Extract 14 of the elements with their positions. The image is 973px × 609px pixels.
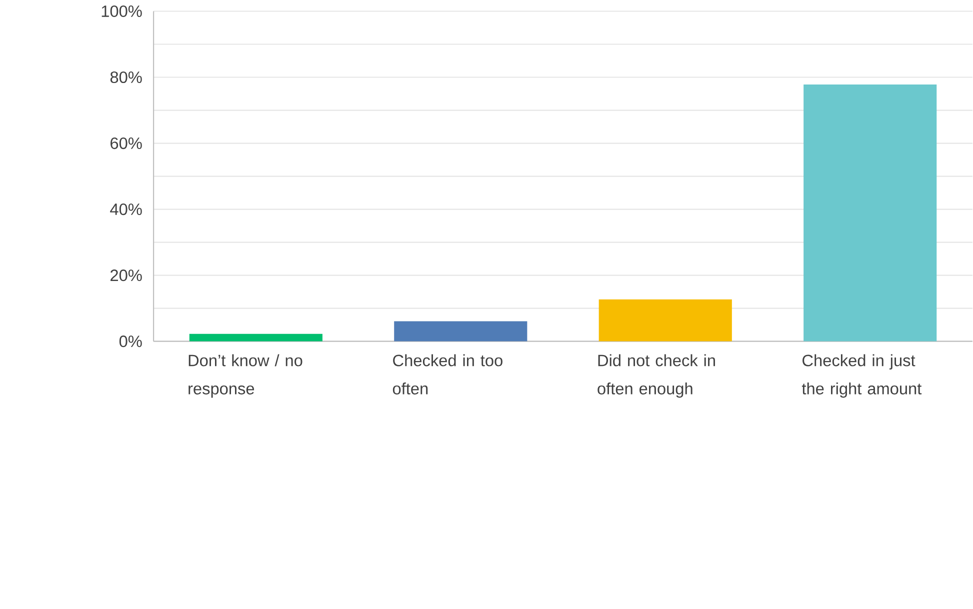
- bar: [394, 321, 528, 342]
- y-tick-label: 80%: [110, 72, 142, 84]
- x-tick-label: Did not check in often enough: [598, 354, 715, 398]
- y-tick-label: 40%: [110, 204, 142, 216]
- x-tick-label: Checked in just the right amount: [802, 354, 922, 398]
- bar: [598, 300, 732, 342]
- bar: [189, 334, 322, 342]
- bar: [804, 84, 937, 342]
- y-tick-label: 0%: [119, 336, 142, 348]
- y-tick-label: 20%: [110, 270, 142, 282]
- y-tick-label: 100%: [102, 6, 142, 18]
- y-tick-label: 60%: [110, 138, 142, 150]
- x-tick-label: Don’t know / no response: [188, 354, 302, 398]
- x-tick-label: Checked in too often: [392, 354, 502, 395]
